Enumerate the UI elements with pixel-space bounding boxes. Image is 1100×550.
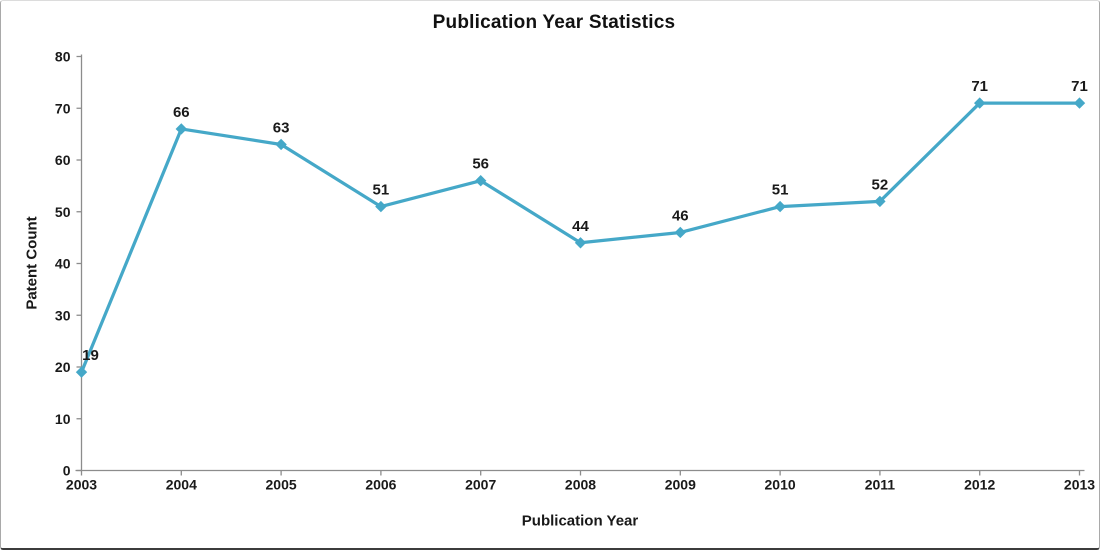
data-point-marker-2011	[874, 195, 886, 208]
data-point-label: 51	[373, 182, 390, 199]
data-point-marker-2012	[973, 97, 986, 109]
data-point-marker-2005	[275, 138, 287, 151]
data-point-marker-2009	[674, 226, 687, 239]
data-point-marker-2010	[774, 200, 786, 213]
y-tick-label: 0	[63, 463, 71, 479]
x-tick-label: 2010	[765, 477, 796, 493]
data-point-label: 44	[572, 218, 589, 235]
x-tick-label: 2005	[266, 477, 297, 493]
data-point-marker-2006	[375, 200, 387, 213]
x-tick-label: 2007	[465, 477, 496, 493]
x-tick-label: 2012	[964, 477, 995, 493]
data-point-label: 52	[872, 176, 889, 193]
data-point-label: 46	[672, 207, 689, 224]
data-point-marker-2003	[75, 366, 88, 378]
y-tick-label: 30	[55, 307, 71, 323]
data-point-label: 71	[971, 78, 988, 95]
x-tick-label: 2004	[166, 477, 197, 493]
data-point-label: 56	[472, 156, 489, 173]
data-point-label: 19	[82, 347, 99, 364]
data-point-marker-2007	[474, 174, 487, 187]
y-tick-label: 20	[55, 359, 71, 375]
x-tick-label: 2008	[565, 477, 596, 493]
chart-title: Publication Year Statistics	[432, 12, 676, 33]
y-tick-label: 60	[55, 152, 71, 168]
y-tick-label: 50	[55, 204, 71, 220]
x-tick-label: 2003	[66, 477, 97, 493]
x-axis-title: Publication Year	[521, 512, 639, 530]
data-point-label: 71	[1071, 78, 1088, 95]
y-tick-label: 70	[55, 100, 71, 116]
data-point-marker-2013	[1073, 97, 1086, 109]
data-point-marker-2008	[574, 237, 587, 249]
data-point-marker-2004	[175, 123, 188, 135]
y-tick-label: 40	[55, 256, 71, 272]
x-tick-label: 2011	[865, 477, 896, 493]
y-tick-label: 10	[55, 411, 71, 427]
x-tick-label: 2009	[665, 477, 696, 493]
data-point-label: 51	[772, 182, 789, 199]
data-point-label: 63	[273, 119, 290, 136]
y-tick-label: 80	[55, 49, 71, 65]
x-tick-label: 2013	[1064, 477, 1095, 493]
data-point-label: 66	[173, 104, 190, 121]
x-tick-label: 2006	[365, 477, 396, 493]
